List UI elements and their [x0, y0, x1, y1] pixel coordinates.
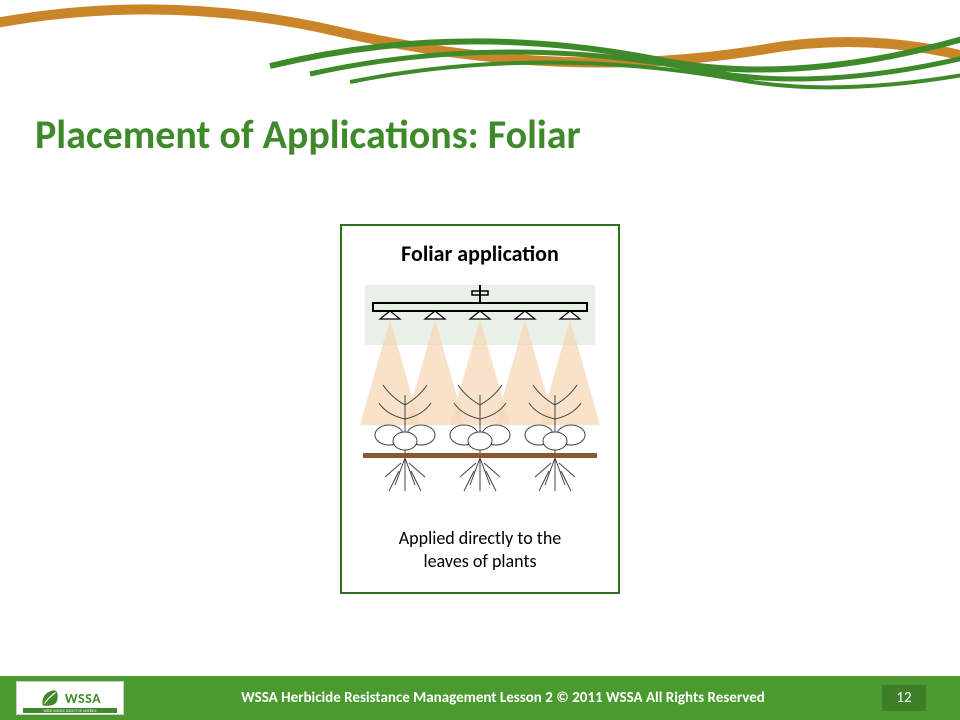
header-waves	[0, 0, 960, 120]
page-number: 12	[882, 685, 926, 711]
logo-text: WSSA	[65, 690, 101, 707]
foliar-illustration	[355, 285, 605, 515]
caption-line-2: leaves of plants	[423, 550, 536, 572]
caption-line-1: Applied directly to the	[399, 527, 562, 549]
wssa-logo: WSSA WEED SCIENCE SOCIETY OF AMERICA	[16, 681, 124, 715]
footer: WSSA WEED SCIENCE SOCIETY OF AMERICA WSS…	[0, 676, 960, 720]
logo-subtext: WEED SCIENCE SOCIETY OF AMERICA	[23, 708, 117, 713]
footer-text: WSSA Herbicide Resistance Management Les…	[124, 689, 882, 707]
diagram-box: Foliar application	[340, 224, 620, 594]
diagram-title: Foliar application	[401, 240, 559, 267]
diagram-caption: Applied directly to the leaves of plants	[399, 527, 562, 572]
leaf-icon	[39, 687, 61, 709]
slide-title: Placement of Applications: Foliar	[35, 110, 581, 159]
